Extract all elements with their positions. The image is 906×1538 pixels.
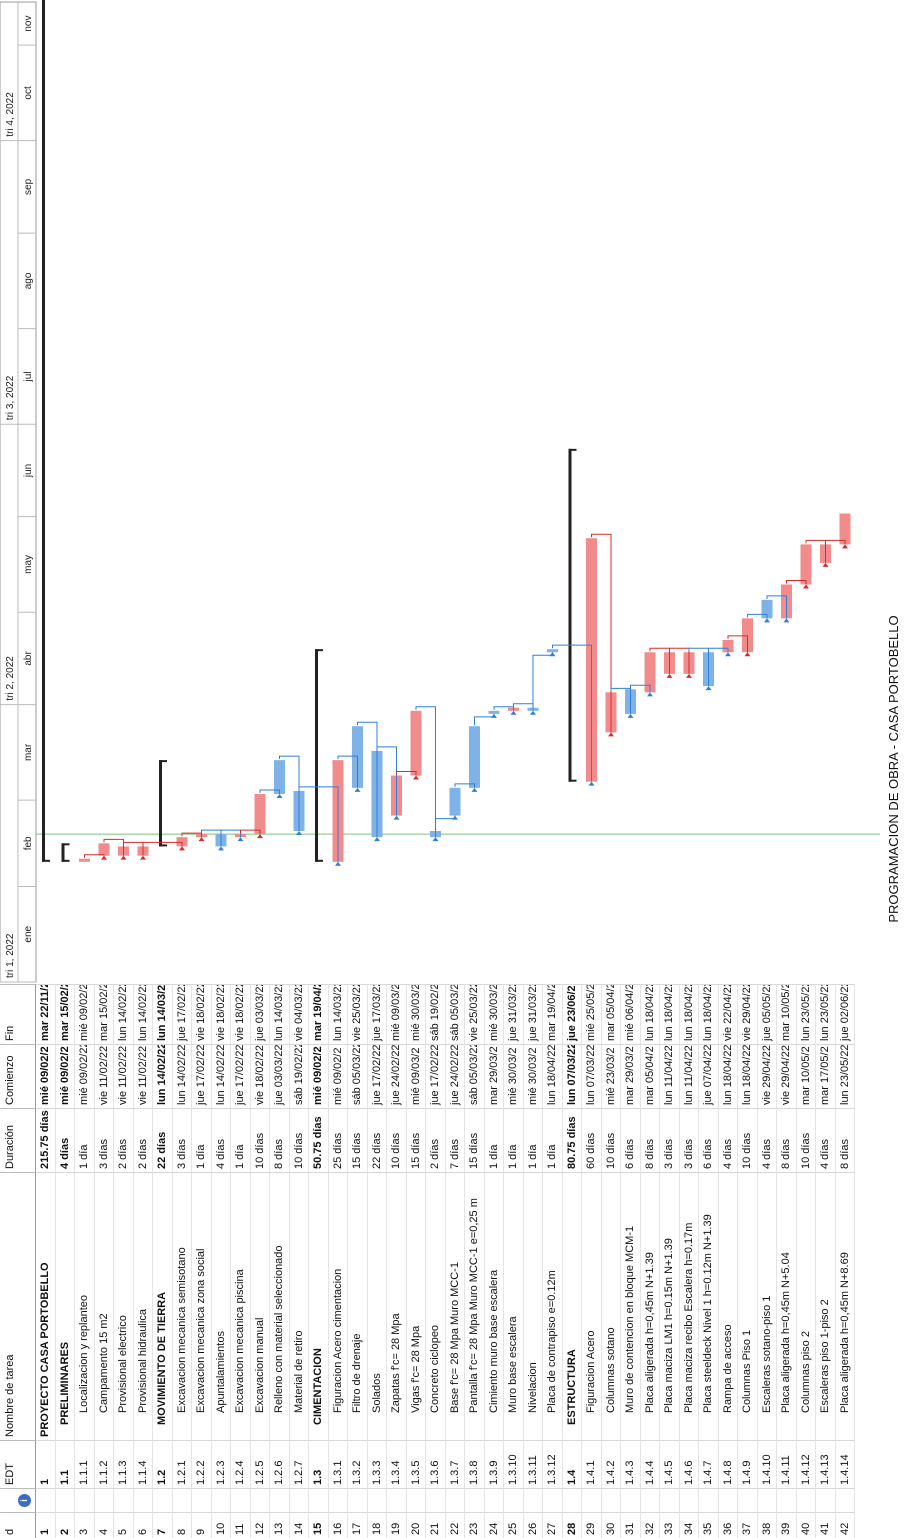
dependency-arrow (667, 674, 673, 678)
task-bar (450, 788, 461, 816)
month-label: ene (23, 925, 34, 942)
critical-task-bar (411, 711, 422, 776)
dependency-arrow (121, 856, 127, 860)
dependency-arrow (374, 837, 380, 841)
dependency-arrow (199, 837, 205, 841)
dependency-arrow (277, 794, 283, 798)
summary-bar-end-cap (62, 843, 70, 845)
dependency-link (475, 714, 495, 725)
dependency-arrow (608, 732, 614, 736)
dependency-arrow (218, 846, 224, 850)
dependency-arrow (823, 563, 829, 567)
task-bar (547, 649, 558, 652)
summary-bar-end-cap (315, 649, 323, 651)
summary-bar-start-cap (315, 860, 323, 862)
dependency-link (85, 855, 105, 858)
dependency-arrow (647, 692, 653, 696)
dependency-arrow (179, 846, 185, 850)
dependency-arrow (550, 652, 556, 656)
summary-bar (159, 760, 162, 846)
critical-task-bar (99, 843, 110, 855)
dependency-arrow (589, 782, 595, 786)
quarter-label: tri 4, 2022 (5, 92, 16, 137)
dependency-arrow (491, 714, 497, 718)
gantt-sheet: d i EDT Nombre de tarea Duración Comienz… (0, 0, 880, 1538)
quarter-label: tri 1, 2022 (5, 933, 16, 978)
dependency-arrow (628, 714, 634, 718)
dependency-arrow (472, 788, 478, 792)
summary-bar-end-cap (569, 449, 577, 451)
summary-bar-start-cap (62, 860, 70, 862)
dependency-arrow (686, 674, 692, 678)
critical-task-bar (79, 859, 90, 862)
dependency-link (299, 787, 338, 862)
dependency-link (533, 652, 553, 706)
critical-task-bar (255, 794, 266, 834)
month-label: mar (23, 743, 34, 761)
dependency-arrow (355, 788, 361, 792)
dependency-link (436, 816, 456, 830)
dependency-arrow (335, 862, 341, 866)
summary-bar (315, 649, 318, 862)
month-label: jun (23, 464, 34, 478)
dependency-arrow (140, 856, 146, 860)
month-label: sep (23, 178, 34, 195)
summary-bar-start-cap (159, 844, 167, 846)
month-label: jul (23, 371, 34, 382)
summary-bar (42, 0, 45, 862)
summary-bar (62, 843, 65, 861)
month-label: may (23, 555, 34, 574)
dependency-arrow (764, 618, 770, 622)
dependency-arrow (725, 652, 731, 656)
month-label: ago (23, 272, 34, 289)
dependency-arrow (452, 816, 458, 820)
critical-task-bar (840, 514, 851, 545)
dependency-arrow (394, 816, 400, 820)
chart-title: PROGRAMACION DE OBRA - CASA PORTOBELLO (882, 0, 906, 1538)
dependency-arrow (842, 544, 848, 548)
dependency-link (553, 645, 592, 782)
gantt-timeline: tri 1, 2022 tri 2, 2022 tri 3, 2022 tri 4, … (0, 0, 880, 1538)
quarter-label: tri 2, 2022 (5, 656, 16, 701)
dependency-arrow (296, 831, 302, 835)
task-bar (469, 726, 480, 788)
month-label: nov (23, 16, 34, 32)
dependency-arrow (803, 584, 809, 588)
summary-bar-start-cap (569, 780, 577, 782)
dependency-arrow (101, 856, 107, 860)
task-bar (489, 711, 500, 714)
dependency-arrow (433, 837, 439, 841)
quarter-label: tri 3, 2022 (5, 375, 16, 420)
month-label: abr (23, 651, 34, 666)
summary-bar-start-cap (42, 860, 50, 862)
critical-task-bar (801, 544, 812, 584)
summary-bar-end-cap (159, 760, 167, 762)
summary-bar (569, 449, 572, 782)
dependency-arrow (784, 618, 790, 622)
dependency-arrow (413, 776, 419, 780)
dependency-arrow (257, 834, 263, 838)
dependency-arrow (706, 686, 712, 690)
task-bar (274, 760, 285, 794)
month-label: oct (23, 86, 34, 100)
month-label: feb (23, 836, 34, 850)
dependency-arrow (530, 711, 536, 715)
dependency-arrow (745, 652, 751, 656)
dependency-arrow (238, 837, 244, 841)
dependency-arrow (511, 711, 517, 715)
